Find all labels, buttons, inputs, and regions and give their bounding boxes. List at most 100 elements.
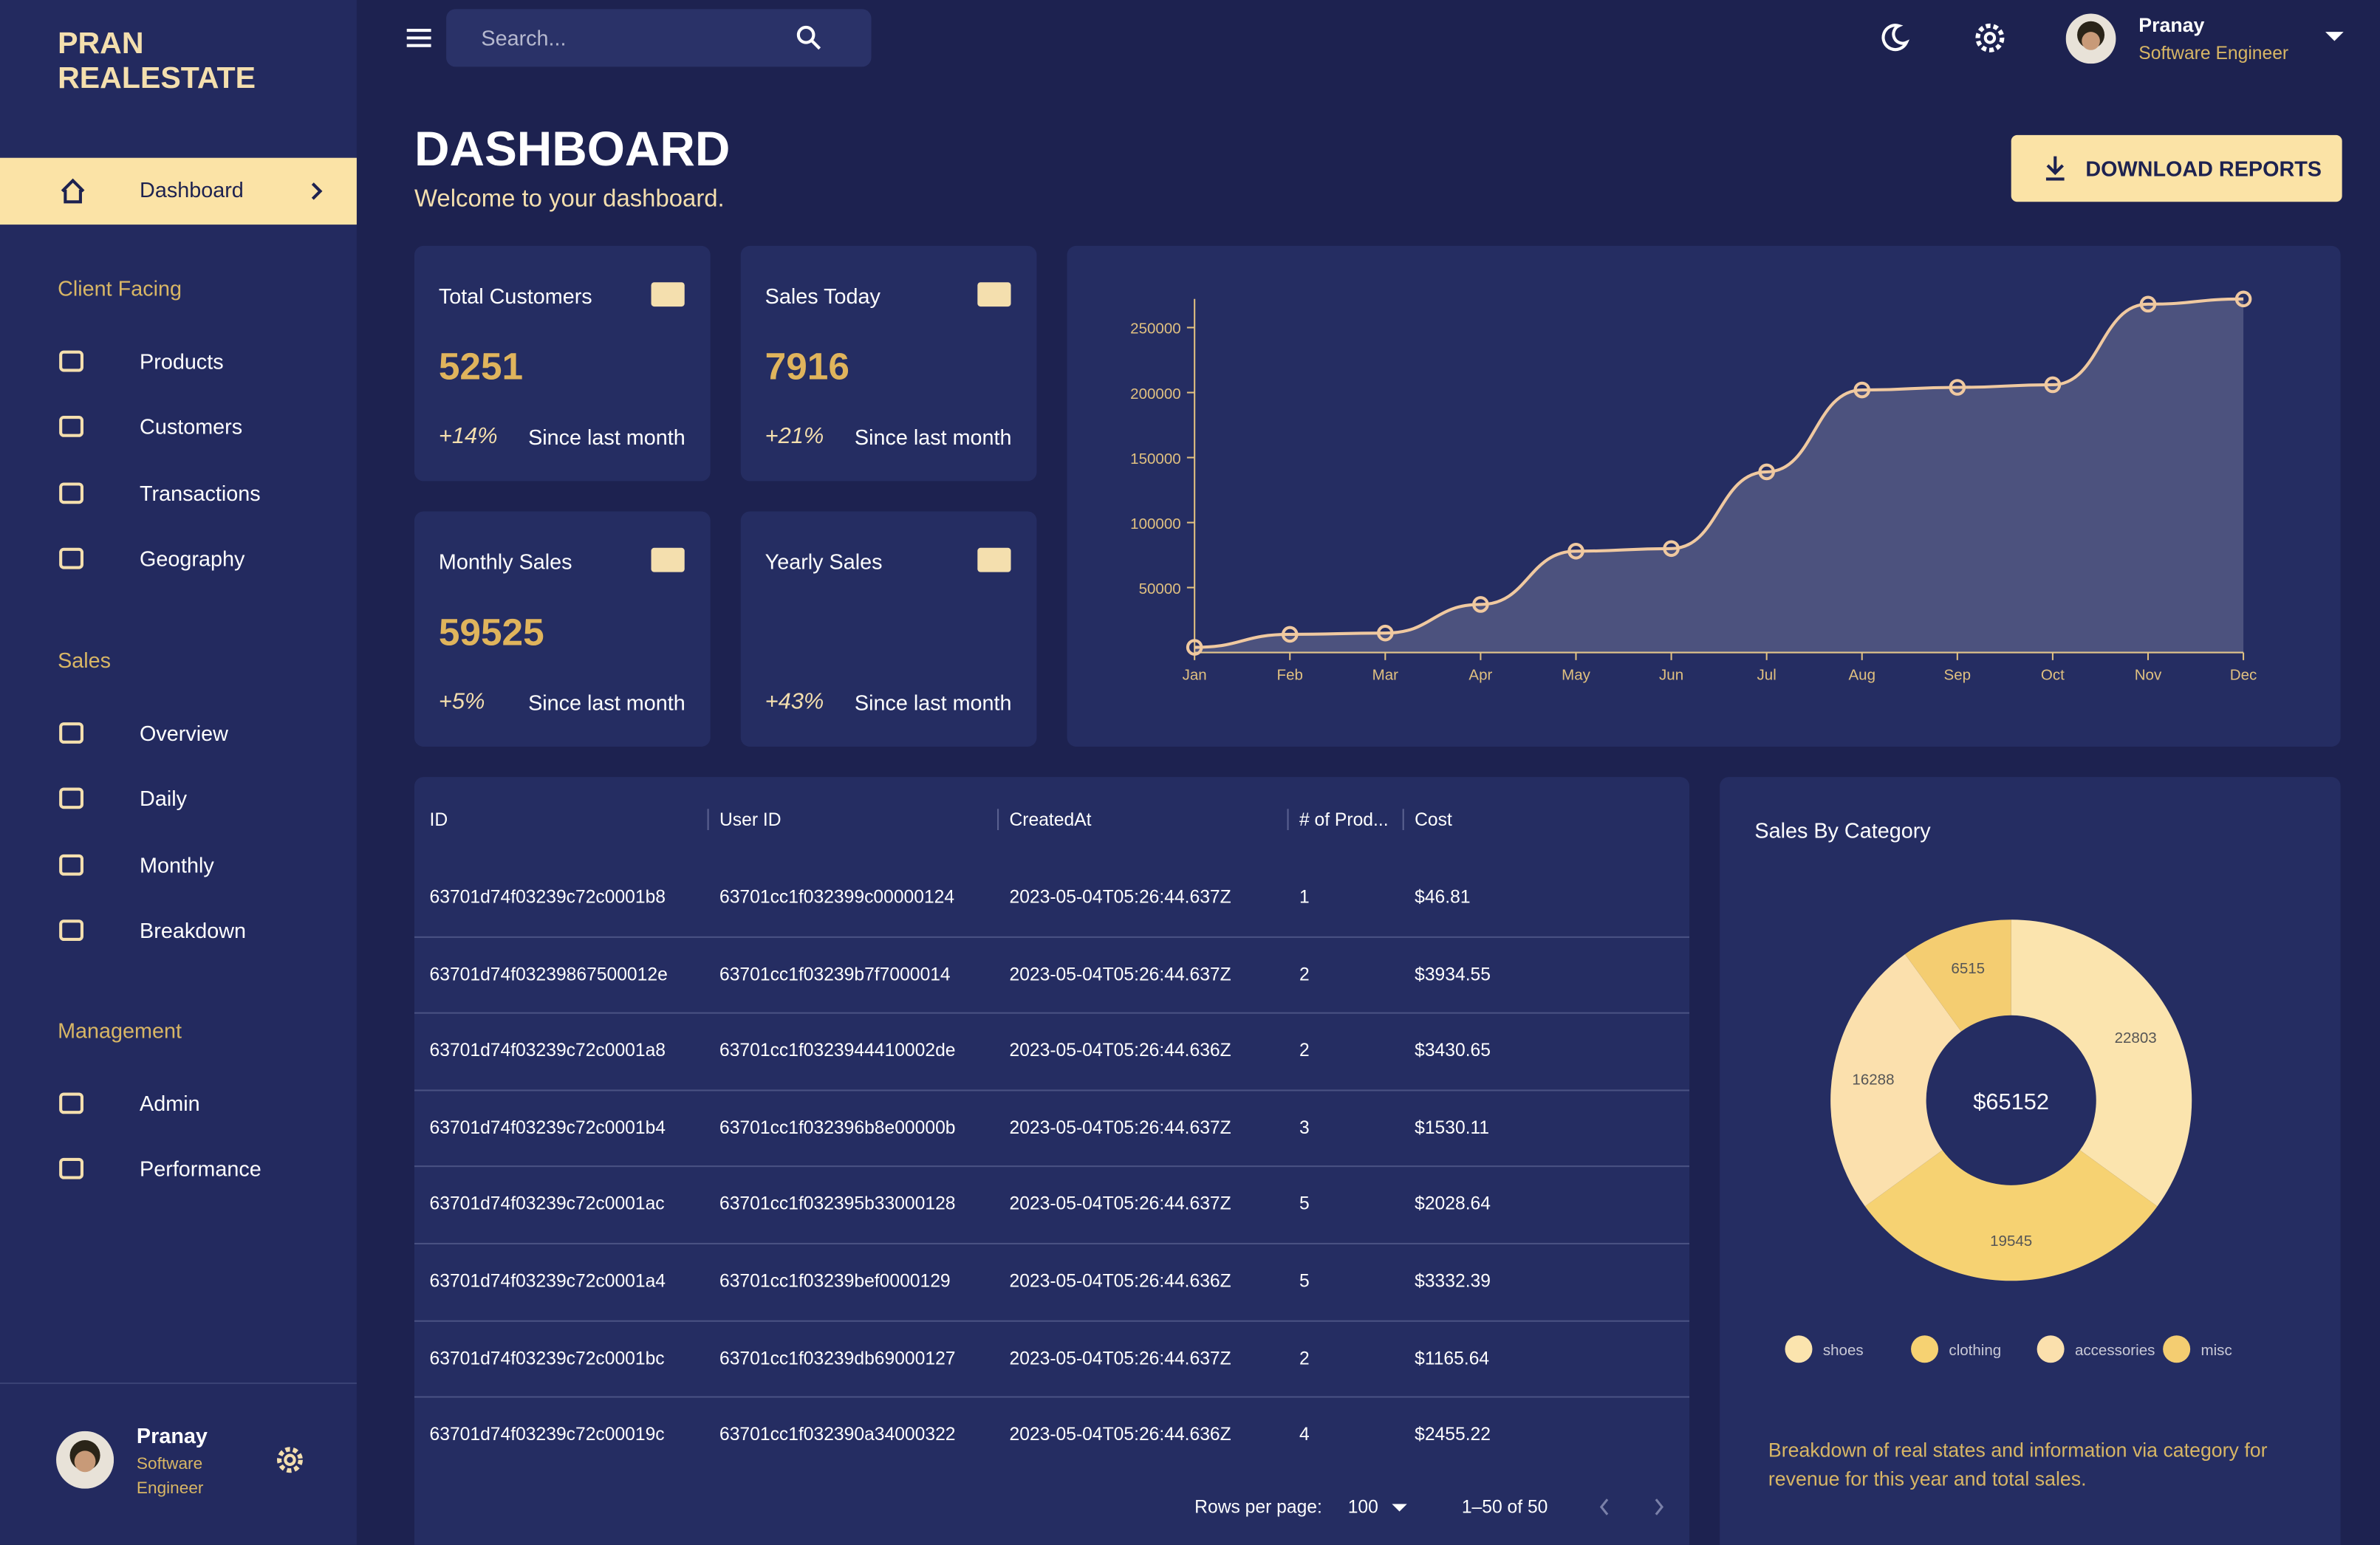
y-tick-label: 150000	[1130, 451, 1181, 467]
point	[1472, 596, 1489, 613]
nav-label: Overview	[140, 721, 228, 745]
legend-swatch	[1785, 1335, 1813, 1363]
menu-icon[interactable]	[406, 26, 433, 50]
column-header: ID	[429, 809, 448, 831]
point	[2234, 290, 2252, 308]
pie-slice	[1830, 953, 1962, 1207]
y-tick-label: 200000	[1130, 386, 1181, 402]
x-tick-label: Feb	[1277, 667, 1303, 684]
legend-swatch	[2037, 1335, 2065, 1363]
y-tick-label: 100000	[1130, 515, 1181, 532]
table-cell: 2023-05-04T05:26:44.636Z	[1009, 1039, 1231, 1061]
nav-label: Transactions	[140, 480, 261, 505]
stat-icon	[651, 282, 685, 307]
settings-icon[interactable]	[273, 1443, 307, 1476]
legend-label: clothing	[1949, 1342, 2001, 1359]
nav-section-title: Management	[58, 1018, 182, 1043]
nav-item[interactable]: Performance	[0, 1139, 357, 1199]
point	[1186, 639, 1203, 656]
icon-shape	[59, 722, 84, 744]
icon-shape	[1392, 1504, 1407, 1512]
row-divider	[414, 1396, 1690, 1398]
nav-label: Breakdown	[140, 917, 246, 942]
settings-icon[interactable]	[1972, 20, 2008, 56]
x-tick-label: Oct	[2041, 667, 2065, 684]
legend-label: accessories	[2075, 1342, 2155, 1359]
row-divider	[414, 1165, 1690, 1168]
point	[1663, 540, 1680, 558]
column-separator	[997, 809, 999, 831]
icon-shape	[59, 350, 84, 372]
slice-label: 22803	[2115, 1030, 2157, 1046]
point	[1853, 381, 1871, 399]
nav-item[interactable]: Transactions	[0, 462, 357, 523]
y-tick-label: 50000	[1139, 580, 1181, 597]
x-tick-label: Jul	[1757, 667, 1777, 684]
stat-title: Total Customers	[438, 284, 592, 309]
stat-change: +21%	[765, 423, 824, 450]
slice-label: 19545	[1990, 1233, 2032, 1250]
line-chart: 50000 100000 150000 200000 250000 Jan Feb Mar Ap…	[1130, 290, 2257, 684]
search-box[interactable]: Search...	[446, 9, 872, 67]
table-cell: 1	[1299, 886, 1310, 908]
table-cell: 63701cc1f032390a34000322	[719, 1423, 956, 1445]
dropdown-icon[interactable]	[2325, 30, 2344, 42]
table-cell: 5	[1299, 1270, 1310, 1292]
rows-per-page-select[interactable]: 100	[1347, 1496, 1378, 1518]
nav-item[interactable]: Geography	[0, 528, 357, 589]
center-label: $65152	[1973, 1089, 2049, 1114]
table-cell: 63701cc1f03239bef0000129	[719, 1270, 951, 1292]
nav-item[interactable]: Monthly	[0, 834, 357, 894]
legend-label: shoes	[1823, 1342, 1864, 1359]
table-cell: 2	[1299, 1039, 1310, 1061]
home-icon	[61, 178, 85, 204]
nav-icon	[59, 788, 84, 809]
next-arrow	[1655, 1498, 1664, 1515]
download-button[interactable]: DOWNLOAD REPORTS	[2011, 134, 2342, 202]
nav-section-title: Sales	[58, 648, 112, 673]
nav-item[interactable]: Products	[0, 331, 357, 391]
nav-item[interactable]: Overview	[0, 702, 357, 763]
table-cell: 63701d74f03239c72c0001a4	[429, 1270, 666, 1292]
icon-shape	[59, 547, 84, 569]
x-tick-label: Mar	[1372, 667, 1399, 684]
nav-item-active[interactable]: Dashboard	[0, 157, 357, 225]
nav-item[interactable]: Customers	[0, 397, 357, 457]
icon-shape	[59, 482, 84, 504]
icon-shape	[977, 547, 1011, 572]
slice-label: 16288	[1852, 1071, 1894, 1088]
table-cell: 2023-05-04T05:26:44.636Z	[1009, 1270, 1231, 1292]
nav-label: Dashboard	[140, 177, 244, 202]
table-cell: 63701d74f03239c72c0001b8	[429, 886, 666, 908]
pagination-range: 1–50 of 50	[1461, 1496, 1548, 1518]
icon-shape	[977, 282, 1011, 307]
table-cell: 4	[1299, 1423, 1310, 1445]
table-cell: 63701cc1f03239db69000127	[719, 1346, 956, 1368]
column-separator	[1402, 809, 1404, 831]
table-cell: 63701d74f03239c72c0001ac	[429, 1193, 665, 1215]
icon-shape	[59, 854, 84, 875]
stat-icon	[977, 282, 1011, 307]
icon-shape	[59, 788, 84, 809]
nav-item[interactable]: Daily	[0, 768, 357, 829]
avatar[interactable]	[2065, 13, 2116, 64]
x-tick-label: May	[1562, 667, 1591, 684]
theme-icon[interactable]	[1878, 21, 1911, 55]
table-cell: 63701d74f03239c72c0001b4	[429, 1116, 666, 1138]
stat-title: Sales Today	[765, 284, 880, 309]
table-cell: 2023-05-04T05:26:44.637Z	[1009, 886, 1231, 908]
pie-slice	[1904, 919, 2011, 1032]
nav-item[interactable]: Admin	[0, 1073, 357, 1134]
table-cell: $3332.39	[1415, 1270, 1491, 1292]
row-divider	[414, 1012, 1690, 1015]
nav-item[interactable]: Breakdown	[0, 900, 357, 960]
chevron	[311, 182, 323, 200]
point	[1281, 626, 1299, 643]
column-separator	[707, 809, 709, 831]
stat-note: Since last month	[854, 425, 1012, 450]
column-separator	[1287, 809, 1289, 831]
nav-label: Products	[140, 349, 224, 374]
icon-shape	[59, 1092, 84, 1114]
column-header: # of Prod...	[1299, 809, 1389, 831]
